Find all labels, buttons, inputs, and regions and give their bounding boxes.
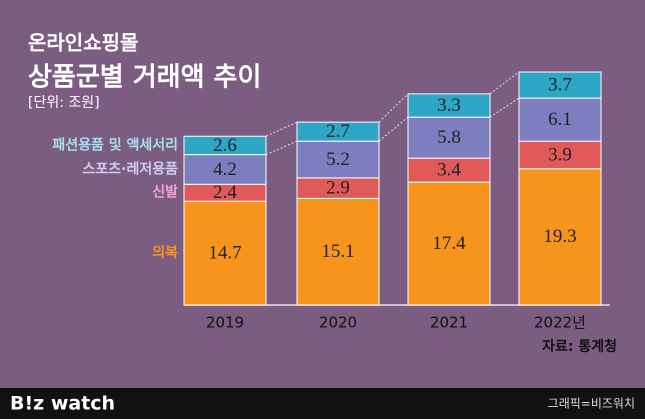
unit-label: [단위: 조원] xyxy=(28,95,100,111)
bar-segment xyxy=(296,121,380,142)
value-label: 2.6 xyxy=(213,135,237,156)
title-line1: 온라인쇼핑몰 xyxy=(28,31,138,55)
value-label: 2.7 xyxy=(326,121,350,142)
value-label: 6.1 xyxy=(548,109,572,130)
connector xyxy=(378,93,409,123)
legend-label: 신발 xyxy=(152,184,178,201)
credit: 그래픽=비즈워치 xyxy=(548,397,635,411)
value-label: 5.8 xyxy=(437,127,461,148)
title-line2: 상품군별 거래액 추이 xyxy=(28,63,261,93)
connector xyxy=(265,140,298,156)
value-label: 5.2 xyxy=(326,149,350,170)
legend-label: 패션용품 및 액세서리 xyxy=(52,136,178,153)
value-label: 3.9 xyxy=(548,144,572,165)
source: 자료: 통계청 xyxy=(542,339,617,355)
bar-segment xyxy=(296,140,380,179)
value-label: 19.3 xyxy=(543,226,576,247)
value-label: 14.7 xyxy=(208,242,241,263)
value-label: 4.2 xyxy=(213,159,237,180)
value-label: 3.3 xyxy=(437,95,461,116)
connector xyxy=(378,116,409,142)
logo: B!z watch xyxy=(10,393,115,415)
value-label: 2.9 xyxy=(326,178,350,199)
connector xyxy=(489,71,520,95)
x-tick-label: 2022년 xyxy=(534,314,586,332)
x-tick-label: 2019 xyxy=(206,314,244,332)
bar-segment xyxy=(296,197,380,306)
value-label: 3.7 xyxy=(548,74,572,95)
bar-segment xyxy=(407,93,491,118)
bar-segment xyxy=(518,168,602,306)
connector xyxy=(265,121,298,137)
x-tick-label: 2021 xyxy=(430,314,468,332)
bar-segment xyxy=(407,157,491,183)
footer-bar xyxy=(0,388,645,419)
legend-label: 스포츠·레저용품 xyxy=(83,161,179,177)
connector xyxy=(489,97,520,118)
bar-segment xyxy=(183,154,267,185)
legend-label: 의복 xyxy=(152,244,178,261)
x-tick-label: 2020 xyxy=(319,314,357,332)
bar-segment xyxy=(518,71,602,99)
value-label: 15.1 xyxy=(321,241,354,262)
bar-segment xyxy=(407,181,491,306)
bar-segment xyxy=(183,135,267,156)
value-label: 17.4 xyxy=(432,233,466,254)
bar-segment xyxy=(518,97,602,142)
value-label: 2.4 xyxy=(213,182,237,203)
value-label: 3.4 xyxy=(437,160,461,181)
bar-segment xyxy=(183,200,267,306)
